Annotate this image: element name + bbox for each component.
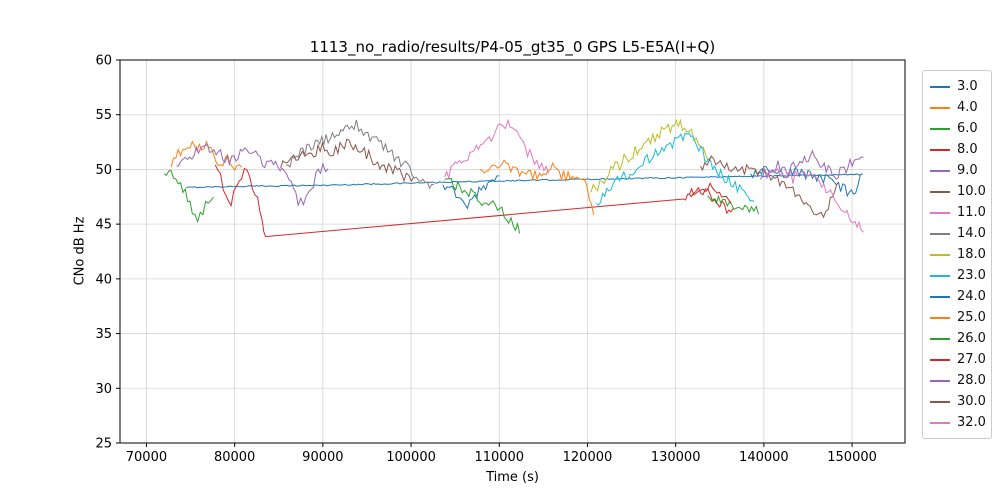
series-line-3.0 [186, 173, 861, 189]
legend-label: 27.0 [957, 352, 986, 367]
x-tick-label: 90000 [302, 450, 343, 465]
legend-item-24.0: 24.0 [930, 286, 986, 307]
series-line-6.0 [163, 170, 214, 224]
x-tick-label: 130000 [651, 450, 701, 465]
legend-label: 4.0 [957, 100, 978, 115]
legend-line-swatch [930, 211, 950, 214]
x-tick-label: 80000 [214, 450, 255, 465]
legend-line-swatch [930, 295, 950, 298]
y-tick-label: 45 [95, 218, 112, 233]
legend-line-swatch [930, 316, 950, 319]
plot-frame [119, 59, 906, 444]
legend-label: 18.0 [957, 247, 986, 262]
legend: 3.0 4.0 6.0 8.0 9.0 10.0 11.0 14.0 18.0 23.0 24.0 2… [922, 70, 992, 439]
series-line-25.0 [479, 159, 595, 215]
y-tick-label: 30 [95, 382, 112, 397]
series-line-26.0 [444, 177, 760, 234]
legend-line-swatch [930, 190, 950, 193]
legend-line-swatch [930, 421, 950, 424]
legend-item-28.0: 28.0 [930, 370, 986, 391]
series-line-9.0 [176, 143, 329, 207]
x-axis-label: Time (s) [486, 470, 539, 485]
x-tick-label: 140000 [739, 450, 789, 465]
legend-label: 9.0 [957, 163, 978, 178]
x-tick-label: 150000 [827, 450, 877, 465]
legend-item-10.0: 10.0 [930, 181, 986, 202]
y-tick-label: 40 [95, 272, 112, 287]
legend-line-swatch [930, 358, 950, 361]
series-line-28.0 [759, 149, 864, 180]
legend-item-9.0: 9.0 [930, 160, 984, 181]
y-axis-label: CNo dB Hz [72, 216, 88, 286]
chart-title: 1113_no_radio/results/P4-05_gt35_0 GPS L… [309, 38, 716, 56]
legend-item-25.0: 25.0 [930, 307, 986, 328]
legend-line-swatch [930, 400, 950, 403]
legend-label: 14.0 [957, 226, 986, 241]
y-tick-label: 55 [95, 108, 112, 123]
legend-item-11.0: 11.0 [930, 202, 986, 223]
legend-label: 28.0 [957, 373, 986, 388]
legend-label: 30.0 [957, 394, 986, 409]
series-line-30.0 [699, 155, 840, 219]
legend-item-6.0: 6.0 [930, 118, 984, 139]
legend-label: 26.0 [957, 331, 986, 346]
series-line-4.0 [170, 140, 243, 171]
legend-label: 6.0 [957, 121, 978, 136]
legend-item-26.0: 26.0 [930, 328, 986, 349]
legend-line-swatch [930, 106, 950, 109]
series-line-32.0 [766, 168, 864, 233]
legend-item-3.0: 3.0 [930, 76, 984, 97]
legend-label: 32.0 [957, 415, 986, 430]
series-line-27.0 [688, 182, 732, 204]
legend-item-30.0: 30.0 [930, 391, 986, 412]
legend-line-swatch [930, 85, 950, 88]
y-tick-label: 35 [95, 327, 112, 342]
x-tick-label: 100000 [386, 450, 436, 465]
legend-item-32.0: 32.0 [930, 412, 986, 433]
series-line-18.0 [590, 118, 713, 193]
legend-label: 25.0 [957, 310, 986, 325]
y-tick-label: 25 [95, 437, 112, 452]
legend-line-swatch [930, 232, 950, 235]
legend-item-18.0: 18.0 [930, 244, 986, 265]
legend-line-swatch [930, 169, 950, 172]
y-tick-label: 50 [95, 163, 112, 178]
legend-line-swatch [930, 379, 950, 382]
series-line-8.0 [214, 164, 734, 238]
series-line-23.0 [595, 132, 755, 206]
legend-label: 3.0 [957, 79, 978, 94]
x-tick-label: 120000 [563, 450, 613, 465]
legend-label: 10.0 [957, 184, 986, 199]
legend-label: 24.0 [957, 289, 986, 304]
legend-line-swatch [930, 337, 950, 340]
legend-label: 8.0 [957, 142, 978, 157]
y-tick-label: 60 [95, 54, 112, 69]
x-tick-label: 110000 [474, 450, 524, 465]
legend-line-swatch [930, 274, 950, 277]
legend-item-14.0: 14.0 [930, 223, 986, 244]
legend-line-swatch [930, 148, 950, 151]
x-tick-label: 70000 [126, 450, 167, 465]
legend-label: 23.0 [957, 268, 986, 283]
series-line-14.0 [285, 119, 435, 190]
legend-item-4.0: 4.0 [930, 97, 984, 118]
series-line-10.0 [280, 138, 415, 183]
legend-label: 11.0 [957, 205, 986, 220]
legend-line-swatch [930, 253, 950, 256]
legend-item-27.0: 27.0 [930, 349, 986, 370]
legend-item-23.0: 23.0 [930, 265, 986, 286]
legend-item-8.0: 8.0 [930, 139, 984, 160]
legend-line-swatch [930, 127, 950, 130]
series-line-11.0 [444, 118, 550, 179]
